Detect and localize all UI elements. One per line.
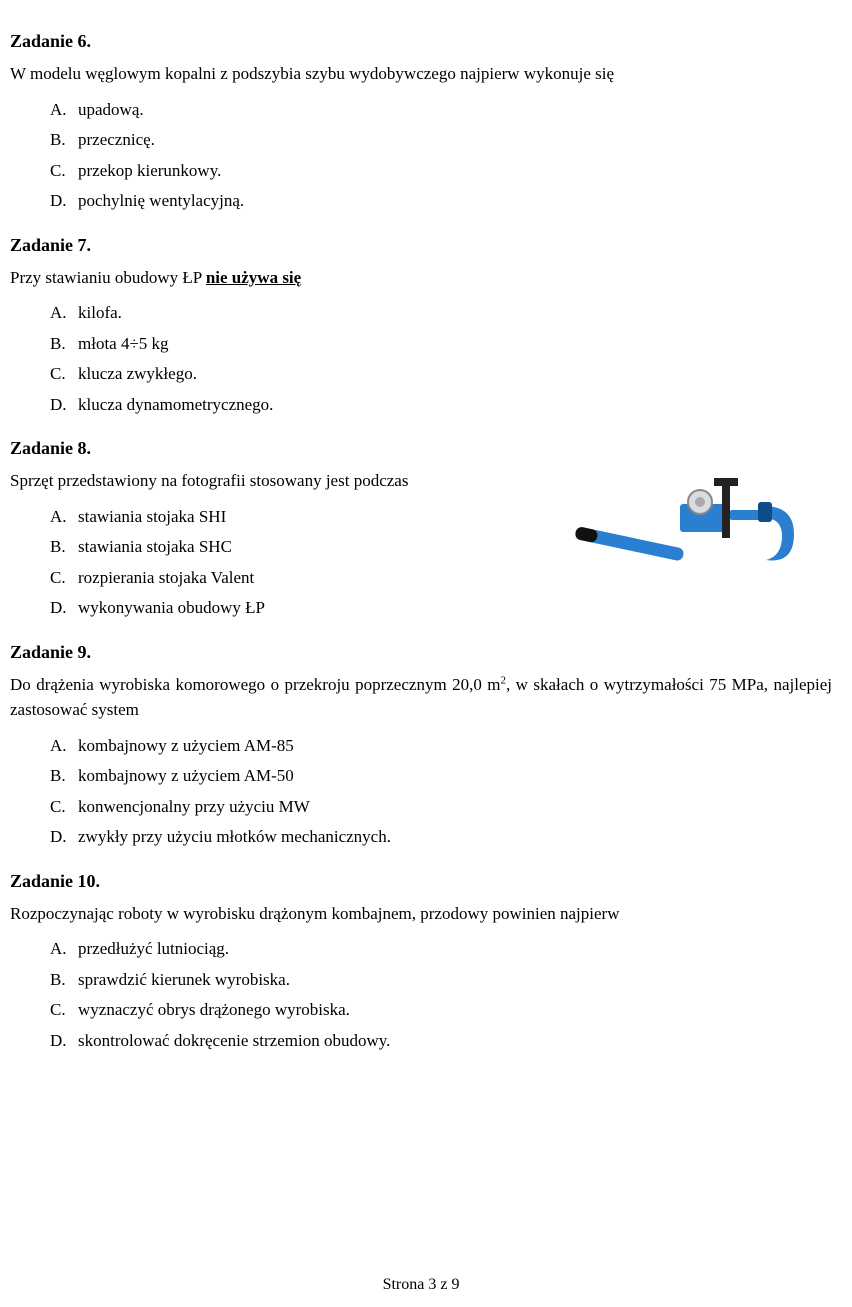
option-c: C.klucza zwykłego. bbox=[50, 361, 832, 387]
option-letter: A. bbox=[50, 504, 78, 530]
option-letter: D. bbox=[50, 1028, 78, 1054]
option-letter: B. bbox=[50, 967, 78, 993]
option-text: zwykły przy użyciu młotków mechanicznych… bbox=[78, 824, 391, 850]
options-list: A.przedłużyć lutniociąg. B.sprawdzić kie… bbox=[50, 936, 832, 1053]
option-b: B.sprawdzić kierunek wyrobiska. bbox=[50, 967, 832, 993]
task-9: Zadanie 9. Do drążenia wyrobiska komorow… bbox=[10, 639, 832, 850]
option-letter: B. bbox=[50, 763, 78, 789]
option-d: D.zwykły przy użyciu młotków mechaniczny… bbox=[50, 824, 832, 850]
option-text: przekop kierunkowy. bbox=[78, 158, 221, 184]
option-letter: D. bbox=[50, 392, 78, 418]
option-d: D.wykonywania obudowy ŁP bbox=[50, 595, 550, 621]
option-letter: C. bbox=[50, 158, 78, 184]
option-letter: C. bbox=[50, 361, 78, 387]
page-footer: Strona 3 z 9 bbox=[10, 1273, 832, 1297]
option-letter: C. bbox=[50, 997, 78, 1023]
task-7: Zadanie 7. Przy stawianiu obudowy ŁP nie… bbox=[10, 232, 832, 418]
task-title: Zadanie 9. bbox=[10, 639, 832, 666]
option-letter: D. bbox=[50, 595, 78, 621]
option-letter: B. bbox=[50, 331, 78, 357]
option-text: stawiania stojaka SHC bbox=[78, 534, 232, 560]
option-letter: A. bbox=[50, 936, 78, 962]
option-c: C.konwencjonalny przy użyciu MW bbox=[50, 794, 832, 820]
option-letter: C. bbox=[50, 794, 78, 820]
options-list: A.kilofa. B.młota 4÷5 kg C.klucza zwykłe… bbox=[50, 300, 832, 417]
option-text: stawiania stojaka SHI bbox=[78, 504, 226, 530]
option-text: rozpierania stojaka Valent bbox=[78, 565, 254, 591]
option-d: D.pochylnię wentylacyjną. bbox=[50, 188, 832, 214]
option-text: przecznicę. bbox=[78, 127, 155, 153]
option-text: kombajnowy z użyciem AM-50 bbox=[78, 763, 294, 789]
option-letter: D. bbox=[50, 188, 78, 214]
task-body-with-image: Sprzęt przedstawiony na fotografii stoso… bbox=[10, 468, 832, 621]
option-letter: B. bbox=[50, 127, 78, 153]
option-letter: B. bbox=[50, 534, 78, 560]
task-title: Zadanie 7. bbox=[10, 232, 832, 259]
question-pre: Do drążenia wyrobiska komorowego o przek… bbox=[10, 675, 501, 694]
option-text: klucza zwykłego. bbox=[78, 361, 197, 387]
option-text: upadową. bbox=[78, 97, 144, 123]
question-emphasis: nie używa się bbox=[206, 268, 301, 287]
option-letter: C. bbox=[50, 565, 78, 591]
option-text: skontrolować dokręcenie strzemion obudow… bbox=[78, 1028, 390, 1054]
option-c: C.przekop kierunkowy. bbox=[50, 158, 832, 184]
question-text: W modelu węglowym kopalni z podszybia sz… bbox=[10, 61, 832, 87]
task-10: Zadanie 10. Rozpoczynając roboty w wyrob… bbox=[10, 868, 832, 1054]
task-6: Zadanie 6. W modelu węglowym kopalni z p… bbox=[10, 28, 832, 214]
option-text: wyznaczyć obrys drążonego wyrobiska. bbox=[78, 997, 350, 1023]
question-pre: Przy stawianiu obudowy ŁP bbox=[10, 268, 206, 287]
option-a: A.upadową. bbox=[50, 97, 832, 123]
option-text: kilofa. bbox=[78, 300, 122, 326]
question-text: Sprzęt przedstawiony na fotografii stoso… bbox=[10, 468, 550, 494]
option-d: D.klucza dynamometrycznego. bbox=[50, 392, 832, 418]
option-text: przedłużyć lutniociąg. bbox=[78, 936, 229, 962]
option-text: młota 4÷5 kg bbox=[78, 331, 169, 357]
option-letter: A. bbox=[50, 97, 78, 123]
task-title: Zadanie 6. bbox=[10, 28, 832, 55]
option-letter: A. bbox=[50, 733, 78, 759]
question-text: Przy stawianiu obudowy ŁP nie używa się bbox=[10, 265, 832, 291]
option-letter: A. bbox=[50, 300, 78, 326]
option-a: A.kombajnowy z użyciem AM-85 bbox=[50, 733, 832, 759]
option-c: C.rozpierania stojaka Valent bbox=[50, 565, 550, 591]
option-text: sprawdzić kierunek wyrobiska. bbox=[78, 967, 290, 993]
option-d: D.skontrolować dokręcenie strzemion obud… bbox=[50, 1028, 832, 1054]
question-text: Rozpoczynając roboty w wyrobisku drążony… bbox=[10, 901, 832, 927]
task-title: Zadanie 8. bbox=[10, 435, 832, 462]
option-a: A.przedłużyć lutniociąg. bbox=[50, 936, 832, 962]
options-list: A.upadową. B.przecznicę. C.przekop kieru… bbox=[50, 97, 832, 214]
options-list: A.kombajnowy z użyciem AM-85 B.kombajnow… bbox=[50, 733, 832, 850]
task-8: Zadanie 8. Sprzęt przedstawiony na fotog… bbox=[10, 435, 832, 621]
option-b: B.stawiania stojaka SHC bbox=[50, 534, 550, 560]
task-title: Zadanie 10. bbox=[10, 868, 832, 895]
option-b: B.przecznicę. bbox=[50, 127, 832, 153]
option-text: kombajnowy z użyciem AM-85 bbox=[78, 733, 294, 759]
option-b: B.kombajnowy z użyciem AM-50 bbox=[50, 763, 832, 789]
option-text: wykonywania obudowy ŁP bbox=[78, 595, 265, 621]
option-text: konwencjonalny przy użyciu MW bbox=[78, 794, 310, 820]
option-letter: D. bbox=[50, 824, 78, 850]
options-list: A.stawiania stojaka SHI B.stawiania stoj… bbox=[50, 504, 550, 621]
question-text: Do drążenia wyrobiska komorowego o przek… bbox=[10, 672, 832, 723]
tool-icon bbox=[572, 468, 802, 578]
option-text: klucza dynamometrycznego. bbox=[78, 392, 273, 418]
option-text: pochylnię wentylacyjną. bbox=[78, 188, 244, 214]
option-a: A.kilofa. bbox=[50, 300, 832, 326]
option-c: C.wyznaczyć obrys drążonego wyrobiska. bbox=[50, 997, 832, 1023]
tool-photo bbox=[572, 468, 802, 578]
option-b: B.młota 4÷5 kg bbox=[50, 331, 832, 357]
option-a: A.stawiania stojaka SHI bbox=[50, 504, 550, 530]
